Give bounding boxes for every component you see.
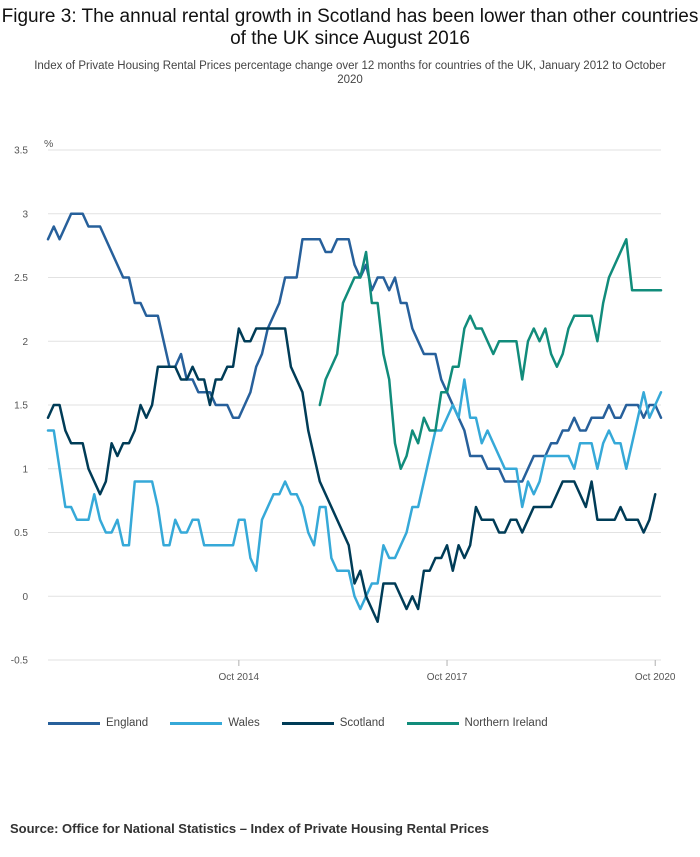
- legend-label: England: [106, 717, 149, 729]
- legend-swatch: [170, 721, 223, 725]
- x-axis-ticks: Oct 2014 Oct 2017 Oct 2020: [219, 660, 676, 683]
- series-lines: [46, 212, 663, 623]
- y-tick-label: -0.5: [11, 656, 29, 667]
- chart-subtitle: Index of Private Housing Rental Prices p…: [34, 60, 666, 86]
- legend: England Wales Scotland Northern Ireland: [48, 717, 570, 729]
- chart-title: Figure 3: The annual rental growth in Sc…: [1, 6, 699, 49]
- line-chart: 3.532.521.510.50-0.5 Oct 2014 Oct 2017 Oct…: [11, 138, 676, 683]
- x-tick-label: Oct 2020: [635, 672, 676, 683]
- y-axis-label: %: [44, 138, 53, 150]
- y-tick-label: 2: [22, 337, 28, 348]
- series-line-england: [46, 212, 663, 483]
- y-tick-label: 3: [22, 209, 28, 220]
- gridlines: [48, 149, 661, 661]
- y-axis-ticks: 3.5 3 2.5 2 1.5 1 0.5 0 -0.5: [11, 146, 29, 667]
- y-tick-label: 0: [22, 592, 28, 603]
- y-tick-label: 2.5: [14, 273, 28, 284]
- y-tick-label: 0.5: [14, 528, 28, 539]
- legend-label: Northern Ireland: [464, 717, 548, 729]
- legend-item-scotland[interactable]: Scotland: [281, 717, 385, 729]
- legend-item-northern-ireland[interactable]: Northern Ireland: [406, 717, 548, 729]
- x-tick-label: Oct 2017: [427, 672, 468, 683]
- y-tick-label: 3.5: [14, 146, 28, 157]
- source-note: Source: Office for National Statistics –…: [10, 821, 489, 836]
- legend-label: Scotland: [339, 717, 385, 729]
- series-line-northern-ireland: [318, 238, 663, 470]
- legend-item-wales[interactable]: Wales: [170, 717, 260, 729]
- legend-item-england[interactable]: England: [48, 717, 148, 729]
- y-tick-label: 1: [22, 464, 28, 475]
- series-line-scotland: [46, 327, 657, 623]
- legend-label: Wales: [228, 717, 260, 729]
- legend-swatch: [281, 721, 334, 725]
- x-tick-label: Oct 2014: [219, 672, 260, 683]
- legend-swatch: [406, 721, 459, 725]
- y-tick-label: 1.5: [14, 401, 28, 412]
- series-line-wales: [46, 378, 663, 611]
- legend-swatch: [48, 721, 100, 725]
